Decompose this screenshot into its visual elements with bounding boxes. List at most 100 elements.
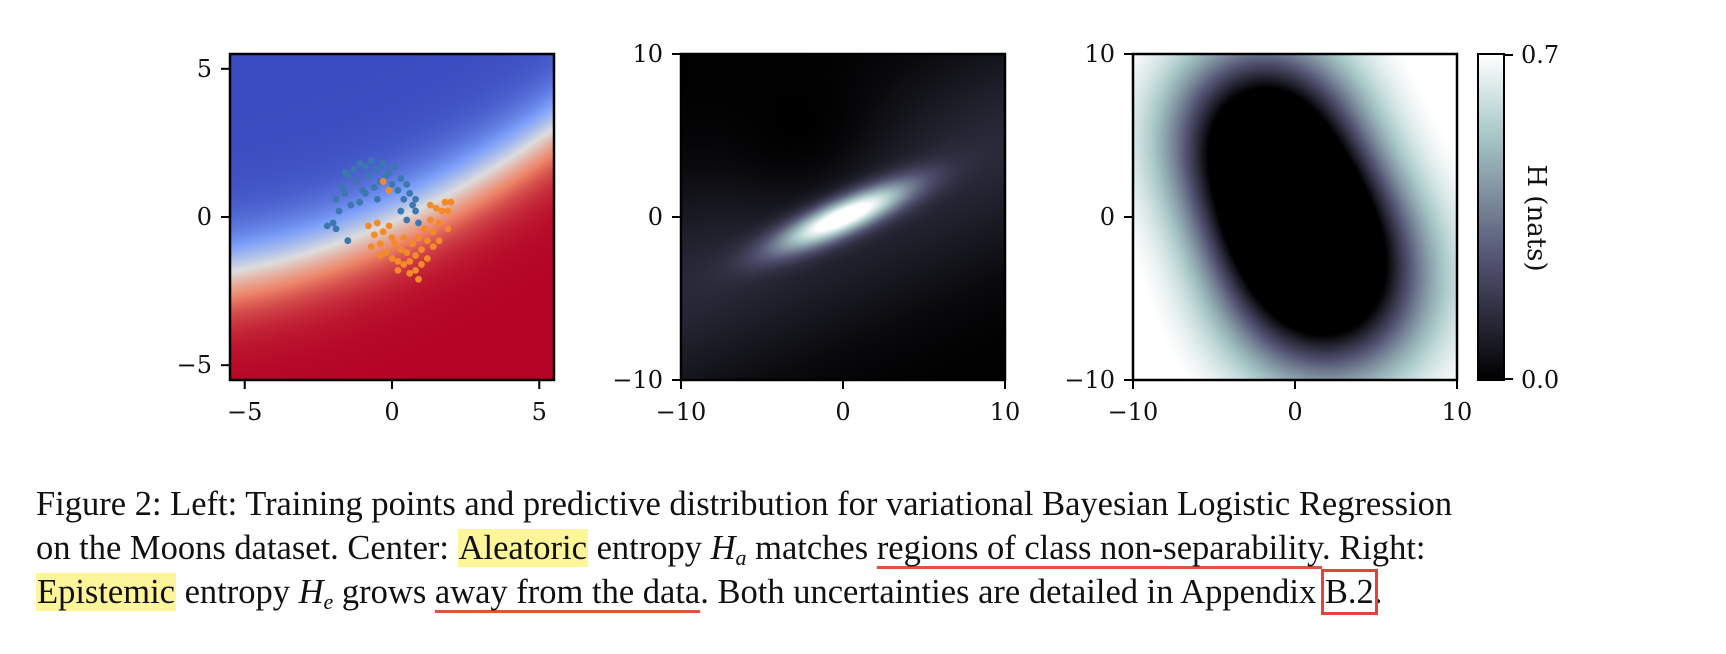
point-class-1 bbox=[418, 261, 425, 268]
point-class-1 bbox=[423, 237, 431, 245]
highlight-epistemic: Epistemic bbox=[36, 573, 176, 611]
figure-caption: Figure 2: Left: Training points and pred… bbox=[36, 482, 1706, 615]
colorbar-max-label: 0.7 bbox=[1521, 41, 1559, 69]
point-class-0 bbox=[332, 225, 340, 233]
point-class-1 bbox=[397, 246, 405, 254]
left-panel: −5 0 5 −5 0 5 bbox=[177, 52, 556, 426]
point-class-1 bbox=[382, 249, 390, 256]
y-tick-label: 0 bbox=[648, 203, 663, 231]
point-class-1 bbox=[415, 275, 422, 283]
point-class-1 bbox=[400, 261, 408, 268]
point-class-1 bbox=[379, 178, 387, 185]
colorbar-axis-label: H (nats) bbox=[1521, 164, 1551, 271]
point-class-1 bbox=[406, 258, 414, 265]
point-class-1 bbox=[409, 240, 417, 248]
point-class-1 bbox=[376, 240, 384, 248]
underline-away-from-data: away from the data bbox=[434, 573, 701, 611]
x-tick-label: 10 bbox=[1442, 398, 1473, 426]
aleatoric-heatmap bbox=[681, 54, 1005, 380]
point-class-1 bbox=[403, 249, 411, 256]
point-class-1 bbox=[426, 201, 434, 209]
point-class-0 bbox=[403, 216, 411, 224]
point-class-1 bbox=[400, 234, 408, 242]
x-tick-label: −5 bbox=[227, 398, 262, 426]
point-class-0 bbox=[356, 198, 363, 206]
point-class-0 bbox=[370, 183, 378, 191]
y-tick-label: −10 bbox=[612, 366, 663, 394]
point-class-0 bbox=[397, 207, 405, 215]
left-heatmap bbox=[230, 54, 554, 380]
point-class-1 bbox=[429, 243, 437, 251]
point-class-0 bbox=[415, 219, 422, 227]
point-class-1 bbox=[432, 204, 440, 212]
point-class-1 bbox=[412, 266, 419, 274]
math-h-a: Ha bbox=[710, 529, 747, 570]
caption-text: on the Moons dataset. Center: bbox=[36, 529, 458, 567]
point-class-1 bbox=[388, 255, 396, 262]
point-class-1 bbox=[415, 234, 422, 242]
point-class-0 bbox=[341, 189, 349, 197]
point-class-1 bbox=[418, 246, 425, 254]
point-class-0 bbox=[379, 160, 387, 168]
point-class-0 bbox=[394, 186, 402, 194]
x-tick-label: −10 bbox=[1108, 398, 1159, 426]
point-class-0 bbox=[373, 166, 381, 173]
y-tick-label: −5 bbox=[177, 351, 212, 379]
training-points bbox=[323, 157, 455, 283]
point-class-1 bbox=[379, 228, 387, 236]
point-class-0 bbox=[350, 166, 358, 173]
point-class-0 bbox=[403, 181, 411, 188]
point-class-1 bbox=[373, 219, 381, 227]
point-class-0 bbox=[412, 195, 419, 203]
point-class-1 bbox=[444, 207, 452, 215]
point-class-1 bbox=[421, 225, 428, 233]
x-tick-label: 10 bbox=[990, 398, 1021, 426]
point-class-1 bbox=[367, 243, 375, 251]
point-class-0 bbox=[353, 178, 361, 185]
point-class-1 bbox=[365, 222, 372, 230]
point-class-1 bbox=[438, 207, 446, 215]
point-class-0 bbox=[329, 219, 337, 227]
caption-line-2: on the Moons dataset. Center: Aleatoric … bbox=[36, 526, 1706, 570]
point-class-1 bbox=[426, 216, 434, 224]
point-class-1 bbox=[370, 231, 378, 239]
point-class-1 bbox=[444, 225, 452, 233]
boxed-appendix-ref: B.2 bbox=[1320, 569, 1378, 615]
point-class-0 bbox=[382, 172, 390, 179]
point-class-1 bbox=[435, 219, 443, 227]
y-tick-label: 0 bbox=[1100, 203, 1115, 231]
point-class-0 bbox=[338, 183, 346, 191]
point-class-0 bbox=[344, 237, 352, 245]
point-class-0 bbox=[373, 195, 381, 203]
point-class-0 bbox=[367, 157, 375, 165]
x-tick-label: 0 bbox=[384, 398, 399, 426]
point-class-1 bbox=[376, 252, 384, 259]
point-class-1 bbox=[441, 198, 449, 206]
caption-text: entropy bbox=[175, 573, 299, 611]
point-class-0 bbox=[356, 160, 363, 168]
figure-2: −5 0 5 −5 0 5 −10 0 10 −10 0 10 −10 0 10 −10 0 10 0.7 bbox=[177, 40, 1560, 426]
point-class-0 bbox=[362, 163, 369, 171]
right-panel: −10 0 10 −10 0 10 bbox=[1064, 40, 1472, 426]
point-class-1 bbox=[388, 234, 396, 242]
caption-line-1: Figure 2: Left: Training points and pred… bbox=[36, 485, 1453, 523]
caption-text: grows bbox=[333, 573, 435, 611]
y-tick-label: 5 bbox=[197, 55, 212, 83]
underline-class-non-separability: regions of class non-separability bbox=[876, 529, 1322, 567]
point-class-0 bbox=[323, 222, 331, 230]
point-class-0 bbox=[362, 189, 369, 197]
y-tick-label: 10 bbox=[632, 40, 663, 68]
point-class-0 bbox=[397, 175, 405, 182]
point-class-0 bbox=[347, 201, 355, 209]
caption-text: entropy bbox=[587, 529, 711, 567]
caption-text: . bbox=[1373, 573, 1383, 611]
x-tick-label: −10 bbox=[656, 398, 707, 426]
y-tick-label: 0 bbox=[197, 203, 212, 231]
math-h-e: He bbox=[298, 573, 334, 614]
point-class-1 bbox=[435, 237, 443, 245]
colorbar-min-label: 0.0 bbox=[1521, 366, 1559, 394]
point-class-0 bbox=[335, 207, 343, 215]
point-class-0 bbox=[391, 163, 399, 171]
point-class-0 bbox=[332, 195, 340, 203]
y-tick-label: 10 bbox=[1084, 40, 1115, 68]
